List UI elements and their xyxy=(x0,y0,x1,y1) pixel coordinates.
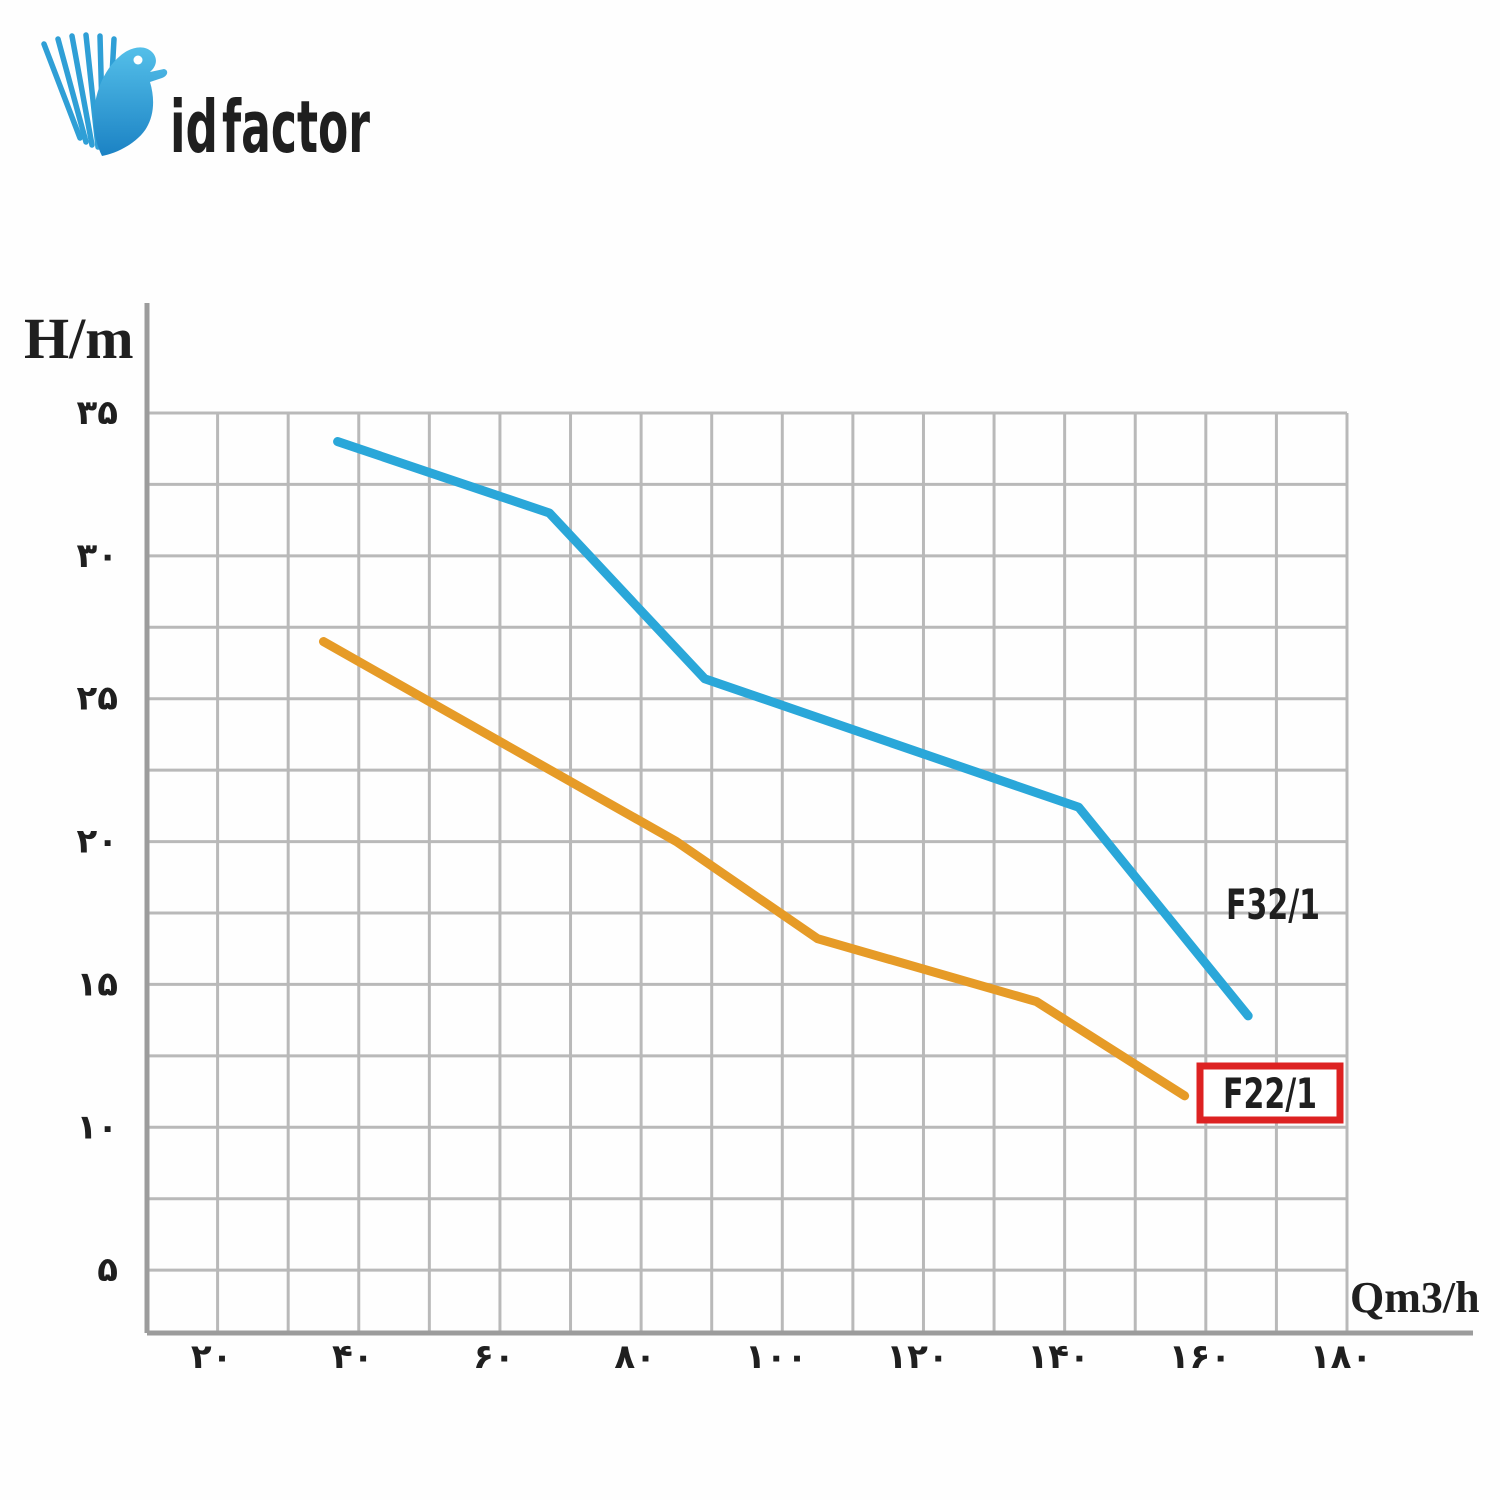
series-label-f32: F32/1 xyxy=(1226,880,1320,929)
y-tick-label: ۳۰ xyxy=(76,536,118,576)
f22-highlight-box xyxy=(1196,1062,1344,1124)
y-tick-label: ۱۵ xyxy=(76,964,118,1004)
x-tick-label: ۱۶۰ xyxy=(1169,1337,1231,1377)
y-tick-label: ۳۵ xyxy=(76,393,118,433)
logo-factor-text: factor xyxy=(222,85,370,169)
x-tick-label: ۶۰ xyxy=(473,1337,515,1377)
x-tick-label: ۴۰ xyxy=(332,1337,374,1377)
grid-lines xyxy=(145,411,1349,1333)
x-tick-label: ۲۰ xyxy=(191,1337,233,1377)
x-tick-labels: ۲۰ ۴۰ ۶۰ ۸۰ ۱۰۰ ۱۲۰ ۱۴۰ ۱۶۰ ۱۸۰ xyxy=(191,1337,1372,1377)
logo-bird-eye xyxy=(133,55,143,65)
x-tick-label: ۱۰۰ xyxy=(745,1337,807,1377)
x-tick-label: ۸۰ xyxy=(614,1337,656,1377)
x-tick-label: ۱۸۰ xyxy=(1310,1337,1372,1377)
y-tick-label: ۲۵ xyxy=(76,679,118,719)
series-label-f22-group: F22/1 xyxy=(1196,1062,1344,1124)
curve-f321 xyxy=(333,437,1253,1021)
series-curves xyxy=(318,437,1253,1101)
y-axis-title: H/m xyxy=(24,306,134,371)
logo-bird-body xyxy=(93,47,168,156)
x-tick-label: ۱۴۰ xyxy=(1028,1337,1090,1377)
series-label-f22: F22/1 xyxy=(1223,1069,1317,1118)
y-tick-labels: ۳۵ ۳۰ ۲۵ ۲۰ ۱۵ ۱۰ ۵ xyxy=(76,393,118,1290)
logo-id-text: id xyxy=(170,85,218,169)
y-tick-label: ۱۰ xyxy=(76,1107,118,1147)
axes xyxy=(144,303,1473,1336)
x-axis-title: Qm3/h xyxy=(1350,1273,1480,1322)
y-tick-label: ۵ xyxy=(97,1250,118,1290)
y-tick-label: ۲۰ xyxy=(76,822,118,862)
curve-f221 xyxy=(318,637,1190,1101)
vidfactor-logo: id factor xyxy=(41,32,370,169)
x-tick-label: ۱۲۰ xyxy=(886,1337,948,1377)
